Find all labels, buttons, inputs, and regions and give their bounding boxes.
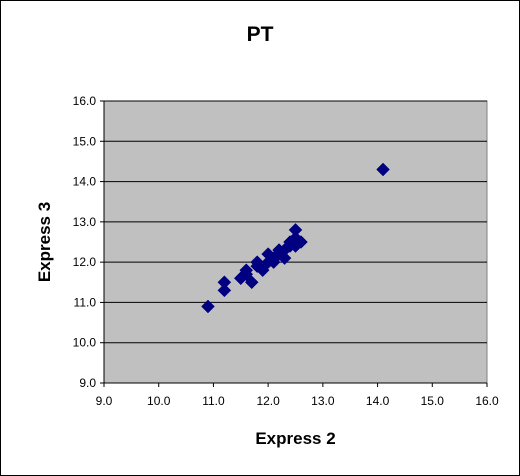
- data-point: [201, 299, 215, 314]
- chart-title: PT: [246, 23, 274, 46]
- y-tick-label: 9.0: [79, 376, 96, 390]
- y-tick-label: 12.0: [73, 255, 97, 269]
- data-points: [201, 162, 390, 314]
- data-point: [294, 235, 308, 249]
- y-tick-label: 11.0: [74, 295, 97, 309]
- x-tick-label: 13.0: [311, 394, 335, 408]
- tick-labels: 9.0 10.0 11.0 12.0 13.0 14.0 15.0 16.0 9.0 10.0 11…: [73, 94, 499, 408]
- data-point: [277, 251, 292, 265]
- data-point: [288, 223, 303, 237]
- x-tick-label: 16.0: [475, 394, 499, 408]
- y-axis-title: Express 3: [35, 202, 54, 282]
- x-tick-label: 14.0: [366, 394, 390, 408]
- x-tick-label: 12.0: [256, 394, 280, 408]
- axes: [100, 100, 488, 387]
- data-point: [250, 255, 265, 269]
- data-point: [376, 162, 390, 177]
- data-point: [217, 283, 232, 298]
- x-tick-label: 11.0: [202, 394, 225, 408]
- y-tick-label: 14.0: [73, 175, 97, 189]
- x-tick-label: 9.0: [96, 394, 113, 408]
- data-point: [239, 263, 254, 278]
- data-point: [244, 275, 259, 290]
- x-tick-label: 15.0: [421, 394, 445, 408]
- y-tick-label: 13.0: [73, 215, 97, 229]
- y-tick-label: 15.0: [73, 134, 97, 148]
- grid-lines: [104, 100, 487, 344]
- data-point: [261, 247, 275, 261]
- data-point: [217, 275, 232, 290]
- data-point: [255, 263, 270, 278]
- x-tick-label: 10.0: [147, 394, 171, 408]
- x-axis-title: Express 2: [255, 429, 335, 448]
- y-tick-label: 16.0: [73, 94, 97, 108]
- y-tick-label: 10.0: [73, 336, 97, 350]
